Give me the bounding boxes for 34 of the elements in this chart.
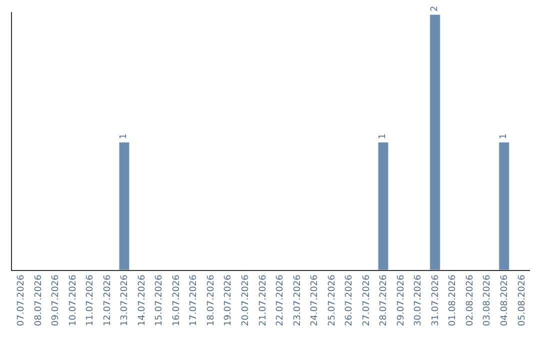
x-tick-label: 07.07.2026 <box>16 274 27 326</box>
x-tick-label: 17.07.2026 <box>189 274 200 326</box>
data-label: 1 <box>378 134 388 140</box>
x-tick-label: 23.07.2026 <box>292 274 303 326</box>
x-tick-label: 29.07.2026 <box>396 274 406 326</box>
x-tick-label: 01.08.2026 <box>448 274 458 326</box>
x-tick-label: 05.08.2026 <box>517 274 528 326</box>
data-label: 1 <box>499 134 510 140</box>
x-tick-label: 18.07.2026 <box>206 274 216 326</box>
x-tick-label: 08.07.2026 <box>34 274 44 326</box>
x-tick-label: 26.07.2026 <box>344 274 355 326</box>
x-tick-label: 15.07.2026 <box>154 274 165 326</box>
x-tick-label: 24.07.2026 <box>310 274 320 326</box>
x-tick-label: 28.07.2026 <box>379 274 390 326</box>
x-tick-label: 16.07.2026 <box>172 274 182 326</box>
x-tick-label: 20.07.2026 <box>241 274 252 326</box>
x-tick-label: 12.07.2026 <box>102 274 113 326</box>
x-tick-label: 04.08.2026 <box>500 274 510 326</box>
x-tick-label: 30.07.2026 <box>414 274 424 326</box>
x-tick-label: 19.07.2026 <box>224 274 234 326</box>
x-tick-label: 31.07.2026 <box>430 274 441 326</box>
x-tick-label: 22.07.2026 <box>276 274 286 326</box>
data-label: 2 <box>430 6 440 12</box>
data-label: 1 <box>119 134 130 140</box>
x-tick-label: 02.08.2026 <box>465 274 476 326</box>
x-tick-label: 11.07.2026 <box>86 274 96 326</box>
x-tick-label: 25.07.2026 <box>327 274 338 326</box>
x-tick-label: 14.07.2026 <box>137 274 148 326</box>
x-tick-label: 10.07.2026 <box>68 274 78 326</box>
x-tick-label: 03.08.2026 <box>482 274 493 326</box>
x-tick-label: 27.07.2026 <box>362 274 372 326</box>
x-tick-label: 09.07.2026 <box>51 274 62 326</box>
x-tick-label: 21.07.2026 <box>258 274 268 326</box>
x-tick-label: 13.07.2026 <box>120 274 130 326</box>
